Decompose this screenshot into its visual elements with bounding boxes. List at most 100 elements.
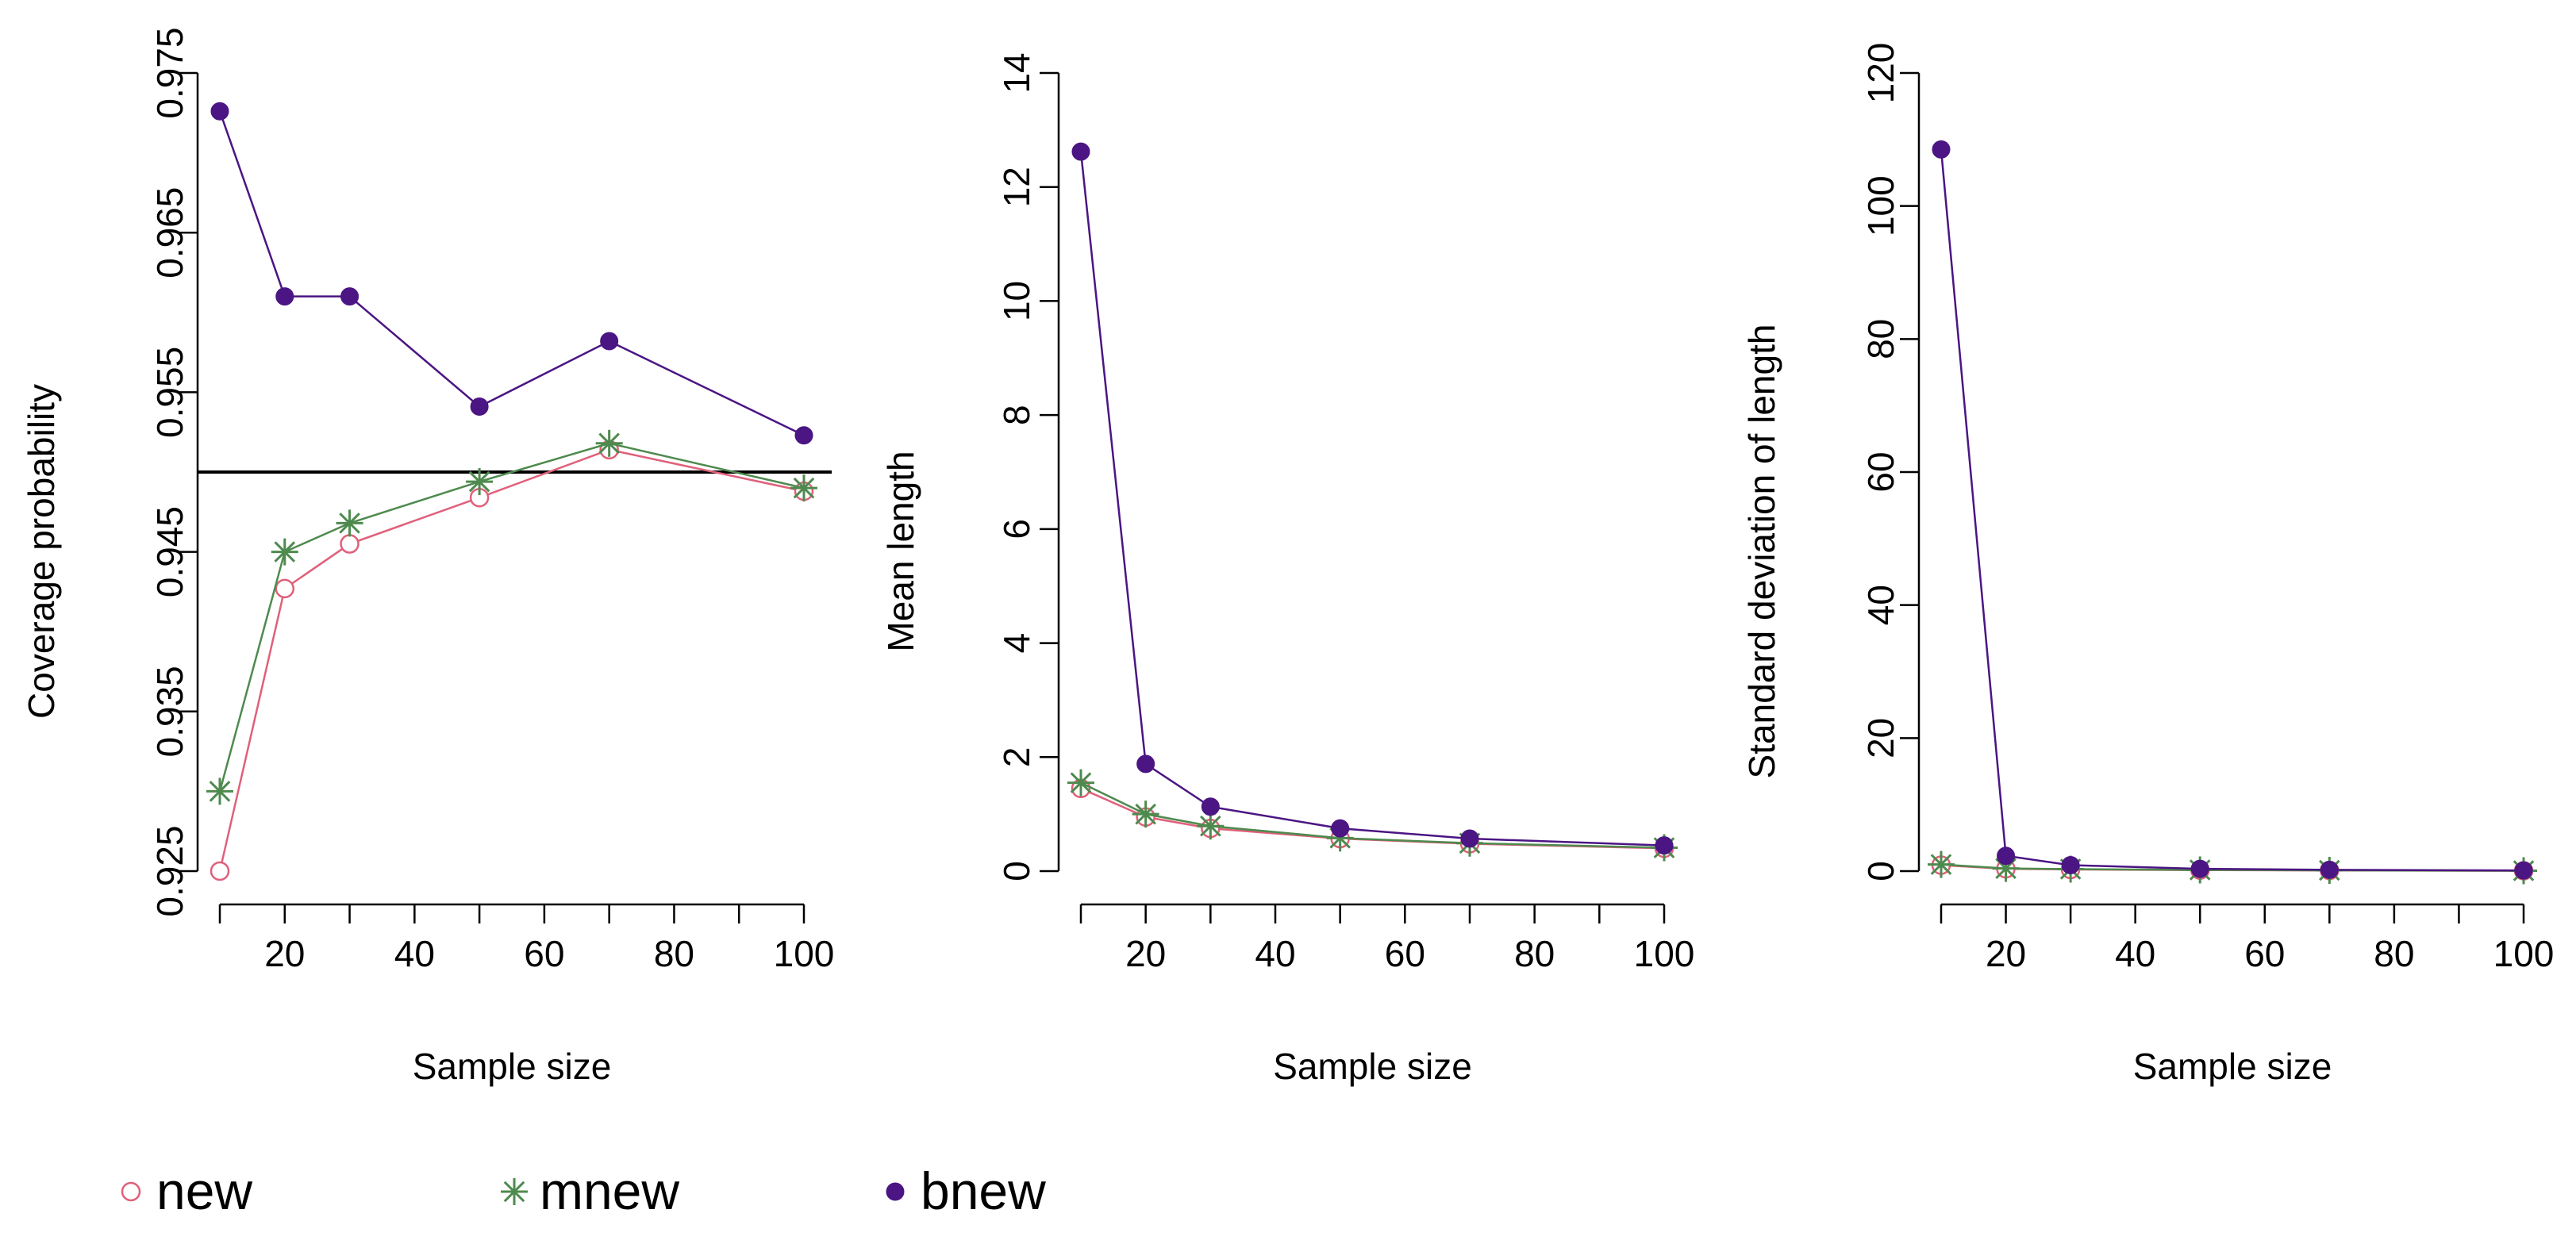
data-point-bnew bbox=[275, 287, 294, 306]
x-tick-label: 100 bbox=[774, 933, 835, 974]
data-point-mnew bbox=[1197, 812, 1225, 840]
data-point-new bbox=[340, 534, 359, 554]
x-tick-label: 20 bbox=[1986, 933, 2026, 974]
data-point-mnew bbox=[206, 778, 233, 805]
data-point-mnew bbox=[271, 538, 298, 566]
x-axis: 20 40 60 80 100 bbox=[1079, 903, 1695, 974]
y-tick-label: 0 bbox=[1860, 861, 1901, 881]
data-point-mnew bbox=[1928, 850, 1955, 878]
series-mnew bbox=[1928, 850, 2537, 885]
x-axis-title: Sample size bbox=[2133, 1046, 2332, 1087]
y-tick-label: 0.945 bbox=[149, 506, 190, 597]
data-point-bnew bbox=[340, 287, 359, 306]
y-tick-label: 0.935 bbox=[149, 666, 190, 757]
data-point-bnew bbox=[600, 332, 619, 351]
data-point-bnew bbox=[1932, 140, 1951, 159]
y-tick-label: 40 bbox=[1860, 585, 1901, 625]
legend-item-mnew: mnew bbox=[501, 1161, 679, 1220]
y-tick-label: 100 bbox=[1860, 175, 1901, 236]
y-tick-label: 14 bbox=[996, 52, 1037, 93]
y-axis: 0.925 0.935 0.945 0.955 0.965 0.975 bbox=[149, 27, 199, 917]
data-point-bnew bbox=[2320, 860, 2339, 879]
series-line-mnew bbox=[218, 442, 805, 792]
series-line-bnew bbox=[1079, 152, 1665, 847]
x-axis: 20 40 60 80 100 bbox=[218, 903, 835, 974]
y-axis: 0 2 4 6 8 10 12 14 bbox=[996, 52, 1060, 881]
series-bnew bbox=[1932, 140, 2533, 880]
data-point-new bbox=[275, 578, 295, 599]
legend-label-new: new bbox=[156, 1161, 252, 1220]
x-tick-label: 100 bbox=[1634, 933, 1695, 974]
x-tick-label: 100 bbox=[2493, 933, 2555, 974]
data-point-mnew bbox=[1067, 769, 1094, 797]
data-point-new bbox=[210, 861, 230, 881]
x-tick-label: 80 bbox=[2374, 933, 2414, 974]
x-tick-label: 40 bbox=[394, 933, 435, 974]
data-point-mnew bbox=[790, 474, 817, 502]
y-axis: 0 20 40 60 80 100 120 bbox=[1860, 43, 1920, 881]
data-point-bnew bbox=[2514, 861, 2533, 880]
y-axis-title: Standard deviation of length bbox=[1741, 324, 1782, 779]
legend-item-new: new bbox=[121, 1161, 252, 1220]
y-tick-label: 10 bbox=[996, 281, 1037, 321]
series-bnew bbox=[210, 102, 813, 445]
data-point-mnew bbox=[1132, 801, 1159, 828]
data-point-bnew bbox=[1460, 829, 1479, 848]
data-point-mnew bbox=[466, 468, 494, 496]
x-tick-label: 60 bbox=[2244, 933, 2285, 974]
sd-length-panel: 0 20 40 60 80 100 120 20 40 60 80 100 Sample size Sta… bbox=[1741, 43, 2554, 1087]
y-tick-label: 60 bbox=[1860, 451, 1901, 492]
data-point-bnew bbox=[1071, 142, 1090, 161]
data-point-bnew bbox=[1136, 754, 1155, 774]
x-axis-title: Sample size bbox=[1273, 1046, 1472, 1087]
data-point-bnew bbox=[1997, 847, 2016, 866]
series-line-bnew bbox=[1940, 149, 2524, 872]
y-tick-label: 80 bbox=[1860, 319, 1901, 359]
y-tick-label: 120 bbox=[1860, 43, 1901, 104]
y-tick-label: 0.955 bbox=[149, 347, 190, 438]
x-tick-label: 80 bbox=[1514, 933, 1555, 974]
y-tick-label: 2 bbox=[996, 747, 1037, 767]
data-point-bnew bbox=[470, 397, 489, 417]
y-axis-title: Coverage probability bbox=[21, 384, 62, 719]
legend-item-bnew: bnew bbox=[886, 1161, 1046, 1220]
y-tick-label: 6 bbox=[996, 519, 1037, 539]
x-tick-label: 80 bbox=[654, 933, 694, 974]
series-bnew bbox=[1071, 142, 1674, 855]
x-axis: 20 40 60 80 100 bbox=[1940, 903, 2555, 974]
data-point-bnew bbox=[1331, 819, 1350, 838]
x-tick-label: 60 bbox=[1385, 933, 1425, 974]
legend: new mnew bnew bbox=[121, 1161, 1046, 1220]
series-line-mnew bbox=[1080, 781, 1665, 849]
x-tick-label: 20 bbox=[264, 933, 305, 974]
x-axis-title: Sample size bbox=[413, 1046, 612, 1087]
y-tick-label: 0.975 bbox=[149, 27, 190, 118]
legend-label-mnew: mnew bbox=[540, 1161, 679, 1220]
series-line-new bbox=[218, 448, 805, 872]
x-tick-label: 40 bbox=[2115, 933, 2155, 974]
series-line-bnew bbox=[218, 110, 805, 436]
y-axis-title: Mean length bbox=[880, 451, 921, 651]
legend-marker-bnew bbox=[886, 1182, 905, 1201]
legend-marker-mnew bbox=[501, 1178, 528, 1205]
legend-label-bnew: bnew bbox=[921, 1161, 1046, 1220]
coverage-probability-panel: 0.925 0.935 0.945 0.955 0.965 0.975 20 40 60 80 10… bbox=[21, 27, 834, 1087]
data-point-mnew bbox=[595, 429, 623, 457]
data-point-bnew bbox=[1201, 797, 1220, 816]
data-point-bnew bbox=[794, 426, 813, 445]
data-point-bnew bbox=[1655, 836, 1674, 855]
y-tick-label: 20 bbox=[1860, 718, 1901, 758]
mean-length-panel: 0 2 4 6 8 10 12 14 20 40 60 80 100 Sample size Mean le… bbox=[880, 52, 1694, 1087]
x-tick-label: 20 bbox=[1125, 933, 1166, 974]
x-tick-label: 60 bbox=[524, 933, 564, 974]
y-tick-label: 8 bbox=[996, 405, 1037, 425]
x-tick-label: 40 bbox=[1255, 933, 1295, 974]
y-tick-label: 12 bbox=[996, 167, 1037, 207]
y-tick-label: 0.925 bbox=[149, 825, 190, 916]
data-point-bnew bbox=[210, 102, 229, 121]
data-point-mnew bbox=[336, 509, 363, 537]
data-point-bnew bbox=[2190, 859, 2209, 878]
y-tick-label: 0 bbox=[996, 861, 1037, 881]
y-tick-label: 0.965 bbox=[149, 187, 190, 278]
